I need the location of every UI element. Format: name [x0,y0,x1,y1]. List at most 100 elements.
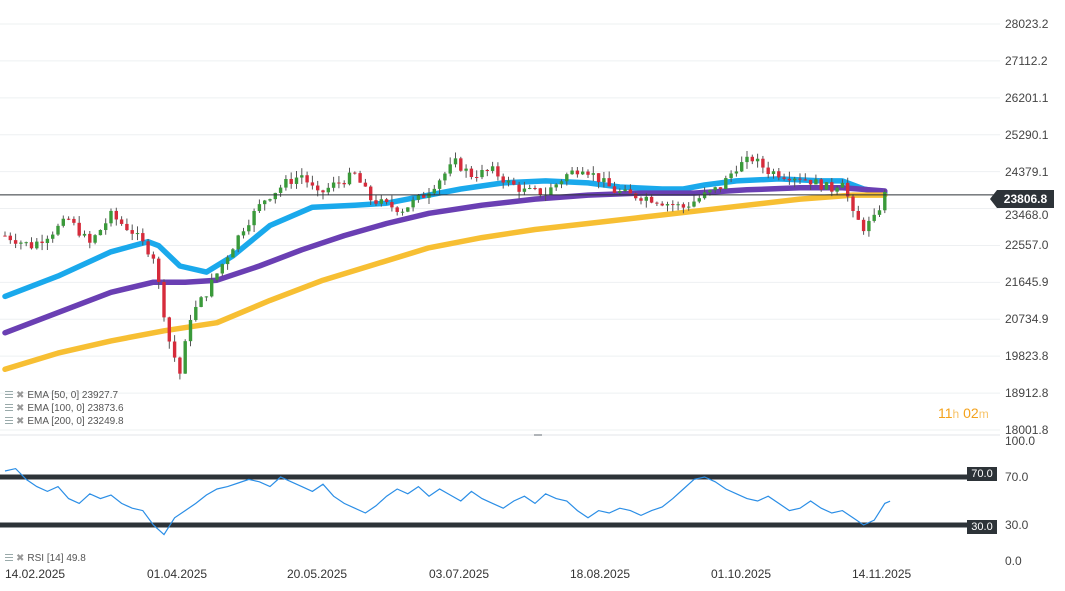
legend-ema-50[interactable]: ✖ EMA [50, 0] 23927.7 [5,389,124,402]
candle-body-144 [766,167,770,174]
candle-body-12 [66,218,71,220]
candle-body-68 [363,182,368,187]
price-axis-tick-2: 26201.1 [1005,90,1049,105]
countdown-hours-unit: h [952,407,960,421]
candle-body-5 [29,242,34,249]
price-axis-tick-9: 19823.8 [1005,349,1049,364]
time-axis-tick-3: 03.07.2025 [429,567,490,581]
candle-body-83 [443,173,447,181]
candle-body-56 [300,175,304,178]
legend-ema-100[interactable]: ✖ EMA [100, 0] 23873.6 [5,402,124,415]
rsi-legend: ✖ RSI [14] 49.8 [5,552,86,565]
candle-body-49 [263,200,267,205]
candle-body-74 [395,207,399,212]
rsi-axis-tick-2: 30.0 [1005,518,1029,532]
price-axis-tick-7: 21645.9 [1005,275,1049,290]
candle-body-67 [358,173,362,183]
candle-body-125 [665,204,670,206]
candle-body-51 [273,192,277,200]
candle-body-65 [347,172,352,185]
candle-body-145 [771,171,776,174]
candle-body-138 [734,171,739,174]
legend-rsi[interactable]: ✖ RSI [14] 49.8 [5,552,86,565]
time-axis-tick-1: 01.04.2025 [147,567,208,581]
candle-body-4 [24,242,28,244]
candle-body-89 [475,177,479,179]
candle-body-131 [697,198,701,202]
menu-icon[interactable] [5,391,13,399]
candle-body-153 [814,179,818,185]
candle-body-162 [861,219,866,232]
candle-body-44 [236,235,240,250]
candle-body-1 [8,235,12,241]
menu-icon[interactable] [5,554,13,562]
candle-body-104 [554,184,558,188]
candle-body-121 [644,196,648,201]
legend-ema-200[interactable]: ✖ EMA [200, 0] 23249.8 [5,415,124,428]
close-icon[interactable]: ✖ [16,553,25,564]
candle-body-103 [549,187,553,195]
candle-body-92 [490,166,495,171]
candle-body-88 [469,168,474,178]
candle-body-8 [45,238,50,244]
candle-body-50 [268,199,272,201]
rsi-axis-tick-1: 70.0 [1005,470,1029,484]
menu-icon[interactable] [5,404,13,412]
candle-countdown: 11h 02m [938,405,989,421]
close-icon[interactable]: ✖ [16,403,25,414]
candle-body-34 [183,341,187,374]
candle-body-14 [77,222,81,236]
countdown-minutes-unit: m [978,407,989,421]
candle-body-36 [194,306,198,320]
candle-body-19 [104,223,108,231]
price-axis-tick-0: 28023.2 [1005,17,1049,31]
candle-body-156 [830,182,834,192]
candle-body-160 [851,196,855,211]
candle-body-20 [109,210,113,224]
candle-body-28 [151,254,156,259]
candle-body-137 [729,173,733,179]
candle-body-64 [342,182,346,185]
close-icon[interactable]: ✖ [16,416,25,427]
candle-body-3 [19,242,23,244]
candle-body-85 [453,158,458,165]
candle-body-158 [840,182,845,188]
candle-body-60 [321,190,325,193]
candle-body-72 [384,199,389,203]
candle-body-94 [501,176,505,183]
candle-body-130 [692,201,696,207]
candle-body-22 [119,219,124,224]
rsi-level-70-label: 70.0 [967,467,997,481]
rsi-axis-tick-0: 100.0 [1005,434,1036,448]
menu-icon[interactable] [5,417,13,425]
candle-body-107 [570,170,574,175]
candle-body-98 [522,188,527,192]
candle-body-16 [88,233,92,243]
candle-body-81 [432,188,436,194]
candle-body-0 [3,235,7,237]
close-icon[interactable]: ✖ [16,390,25,401]
candle-body-116 [618,191,622,193]
candle-body-17 [93,235,97,243]
candle-body-105 [559,181,564,185]
candle-body-43 [231,249,235,258]
rsi-axis-tick-3: 0.0 [1005,554,1022,568]
candle-body-123 [655,202,659,204]
candle-body-118 [628,189,633,194]
candle-body-27 [146,241,150,255]
candle-body-133 [708,190,712,193]
candle-body-147 [782,177,786,179]
candle-body-15 [82,233,87,236]
candle-body-40 [215,273,219,280]
candle-body-11 [61,218,65,226]
price-axis-tick-6: 22557.0 [1005,238,1049,253]
ema-line-1000-1 [2,185,888,336]
rsi-level-30-label: 30.0 [967,520,997,534]
candle-body-79 [422,194,426,198]
candle-body-129 [687,206,691,208]
candle-body-54 [289,178,293,184]
candle-body-91 [485,169,489,171]
candle-body-57 [305,175,309,183]
candle-body-62 [331,182,336,188]
